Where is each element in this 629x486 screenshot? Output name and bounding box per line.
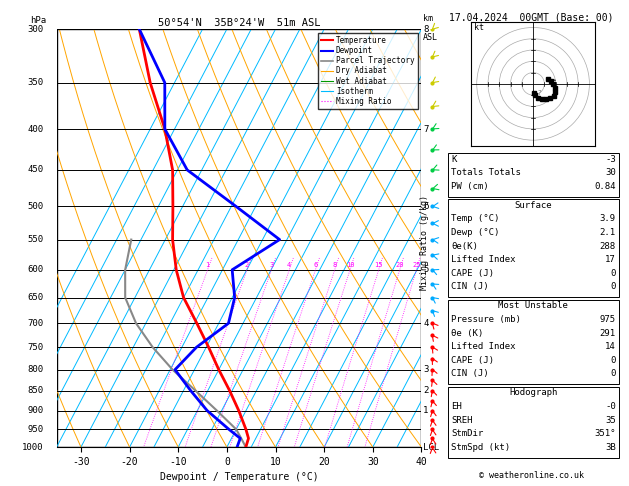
Text: 4: 4 — [423, 319, 428, 328]
Text: θe(K): θe(K) — [451, 242, 478, 251]
Text: 600: 600 — [28, 265, 44, 274]
Text: 750: 750 — [28, 343, 44, 352]
Text: 30: 30 — [605, 168, 616, 177]
Text: Surface: Surface — [515, 201, 552, 210]
Text: 0: 0 — [610, 282, 616, 292]
Text: Lifted Index: Lifted Index — [451, 342, 516, 351]
Text: 8: 8 — [333, 261, 337, 268]
Text: 14: 14 — [605, 342, 616, 351]
Text: 500: 500 — [28, 202, 44, 211]
Text: Totals Totals: Totals Totals — [451, 168, 521, 177]
Text: θe (K): θe (K) — [451, 329, 483, 338]
Text: StmDir: StmDir — [451, 429, 483, 438]
Text: 8: 8 — [423, 25, 428, 34]
Text: 3B: 3B — [605, 443, 616, 452]
Text: Mixing Ratio (g/kg): Mixing Ratio (g/kg) — [420, 195, 429, 291]
Text: 15: 15 — [374, 261, 383, 268]
Text: Lifted Index: Lifted Index — [451, 255, 516, 264]
X-axis label: Dewpoint / Temperature (°C): Dewpoint / Temperature (°C) — [160, 472, 318, 483]
Text: Dewp (°C): Dewp (°C) — [451, 228, 499, 237]
Text: 351°: 351° — [594, 429, 616, 438]
Text: K: K — [451, 155, 457, 164]
Text: 0: 0 — [610, 356, 616, 365]
Text: 550: 550 — [28, 235, 44, 244]
Text: 3: 3 — [423, 365, 428, 374]
Text: 5: 5 — [423, 265, 428, 274]
Text: 7: 7 — [423, 124, 428, 134]
Text: CAPE (J): CAPE (J) — [451, 269, 494, 278]
Text: 3: 3 — [269, 261, 274, 268]
Text: Pressure (mb): Pressure (mb) — [451, 315, 521, 324]
Bar — [57, 29, 421, 447]
Text: 2: 2 — [423, 386, 428, 395]
Text: 6: 6 — [423, 202, 428, 211]
Text: SREH: SREH — [451, 416, 472, 425]
Text: 2: 2 — [245, 261, 249, 268]
Text: StmSpd (kt): StmSpd (kt) — [451, 443, 510, 452]
Text: ?: ? — [538, 90, 542, 96]
Text: 300: 300 — [28, 25, 44, 34]
Text: 17.04.2024  00GMT (Base: 00): 17.04.2024 00GMT (Base: 00) — [449, 12, 614, 22]
Text: 3.9: 3.9 — [599, 214, 616, 224]
Text: kt: kt — [474, 23, 484, 32]
Text: EH: EH — [451, 402, 462, 411]
Text: LCL: LCL — [423, 443, 440, 451]
Text: 20: 20 — [396, 261, 404, 268]
Text: km: km — [423, 14, 433, 23]
Text: 975: 975 — [599, 315, 616, 324]
Text: hPa: hPa — [30, 16, 47, 25]
Text: CIN (J): CIN (J) — [451, 282, 489, 292]
Text: 4: 4 — [287, 261, 291, 268]
Text: -0: -0 — [605, 402, 616, 411]
Text: 450: 450 — [28, 165, 44, 174]
Text: 0: 0 — [610, 269, 616, 278]
Text: 291: 291 — [599, 329, 616, 338]
Text: 2.1: 2.1 — [599, 228, 616, 237]
Text: 700: 700 — [28, 319, 44, 328]
Text: 650: 650 — [28, 293, 44, 302]
Text: 25: 25 — [412, 261, 421, 268]
Text: 10: 10 — [346, 261, 354, 268]
Text: 850: 850 — [28, 386, 44, 395]
Text: CIN (J): CIN (J) — [451, 369, 489, 379]
Text: ASL: ASL — [423, 34, 438, 42]
Text: 0: 0 — [610, 369, 616, 379]
Text: 35: 35 — [605, 416, 616, 425]
Text: 1: 1 — [206, 261, 209, 268]
Text: Most Unstable: Most Unstable — [498, 301, 569, 311]
Text: Temp (°C): Temp (°C) — [451, 214, 499, 224]
Text: 400: 400 — [28, 124, 44, 134]
Title: 50°54'N  35B°24'W  51m ASL: 50°54'N 35B°24'W 51m ASL — [158, 18, 320, 28]
Text: 950: 950 — [28, 425, 44, 434]
Text: 350: 350 — [28, 78, 44, 87]
Legend: Temperature, Dewpoint, Parcel Trajectory, Dry Adiabat, Wet Adiabat, Isotherm, Mi: Temperature, Dewpoint, Parcel Trajectory… — [318, 33, 418, 109]
Text: -3: -3 — [605, 155, 616, 164]
Text: 6: 6 — [313, 261, 318, 268]
Text: 0.84: 0.84 — [594, 182, 616, 191]
Text: 288: 288 — [599, 242, 616, 251]
Text: 1000: 1000 — [23, 443, 44, 451]
Text: 17: 17 — [605, 255, 616, 264]
Text: CAPE (J): CAPE (J) — [451, 356, 494, 365]
Text: © weatheronline.co.uk: © weatheronline.co.uk — [479, 471, 584, 480]
Text: Hodograph: Hodograph — [509, 388, 557, 398]
Text: 1: 1 — [423, 406, 428, 415]
Text: 800: 800 — [28, 365, 44, 374]
Text: 900: 900 — [28, 406, 44, 415]
Text: PW (cm): PW (cm) — [451, 182, 489, 191]
